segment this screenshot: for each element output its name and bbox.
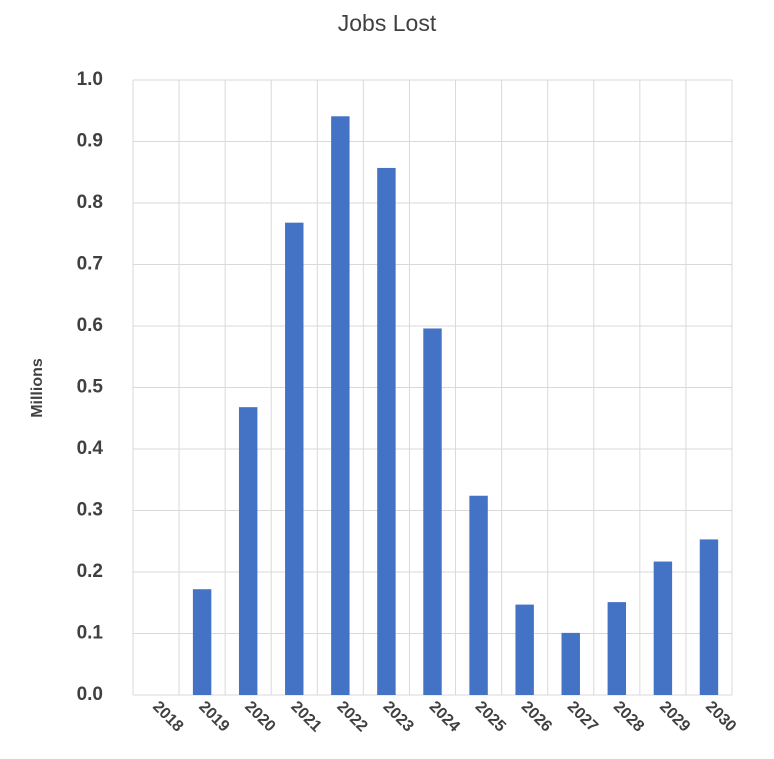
y-tick-label: 0.8 bbox=[77, 192, 103, 213]
y-axis-label: Millions bbox=[29, 358, 46, 418]
x-tick-label: 2028 bbox=[610, 698, 647, 735]
y-tick-label: 0.5 bbox=[77, 377, 104, 398]
y-tick-label: 0.6 bbox=[77, 315, 103, 336]
x-tick-label: 2029 bbox=[656, 698, 693, 735]
bar bbox=[238, 407, 258, 695]
chart-title: Jobs Lost bbox=[338, 10, 437, 36]
y-tick-label: 1.0 bbox=[77, 69, 103, 90]
bar bbox=[331, 116, 350, 695]
y-tick-label: 0.0 bbox=[77, 684, 103, 705]
x-tick-label: 2023 bbox=[380, 698, 417, 735]
bar bbox=[699, 539, 719, 695]
bar bbox=[515, 604, 534, 695]
x-tick-label: 2025 bbox=[472, 698, 509, 735]
y-tick-label: 0.9 bbox=[77, 131, 103, 152]
x-tick-label: 2019 bbox=[195, 698, 232, 735]
bar bbox=[469, 495, 488, 695]
bar bbox=[653, 561, 673, 695]
x-tick-label: 2021 bbox=[287, 698, 324, 735]
x-tick-label: 2026 bbox=[518, 698, 555, 735]
y-tick-label: 0.4 bbox=[77, 438, 104, 459]
x-tick-label: 2020 bbox=[241, 698, 278, 735]
x-tick-label: 2024 bbox=[426, 698, 463, 735]
y-tick-label: 0.3 bbox=[77, 500, 103, 521]
x-tick-label: 2030 bbox=[702, 698, 739, 735]
y-tick-label: 0.1 bbox=[77, 623, 104, 644]
y-tick-label: 0.2 bbox=[77, 561, 103, 582]
bar bbox=[561, 632, 580, 695]
x-tick-label: 2022 bbox=[333, 698, 370, 735]
bar bbox=[607, 602, 627, 695]
x-tick-label: 2018 bbox=[149, 698, 186, 735]
x-tick-label: 2027 bbox=[564, 698, 601, 735]
bar bbox=[192, 589, 212, 695]
y-tick-label: 0.7 bbox=[77, 254, 103, 275]
bar bbox=[423, 328, 442, 695]
bar bbox=[377, 167, 396, 695]
bar bbox=[285, 222, 304, 695]
